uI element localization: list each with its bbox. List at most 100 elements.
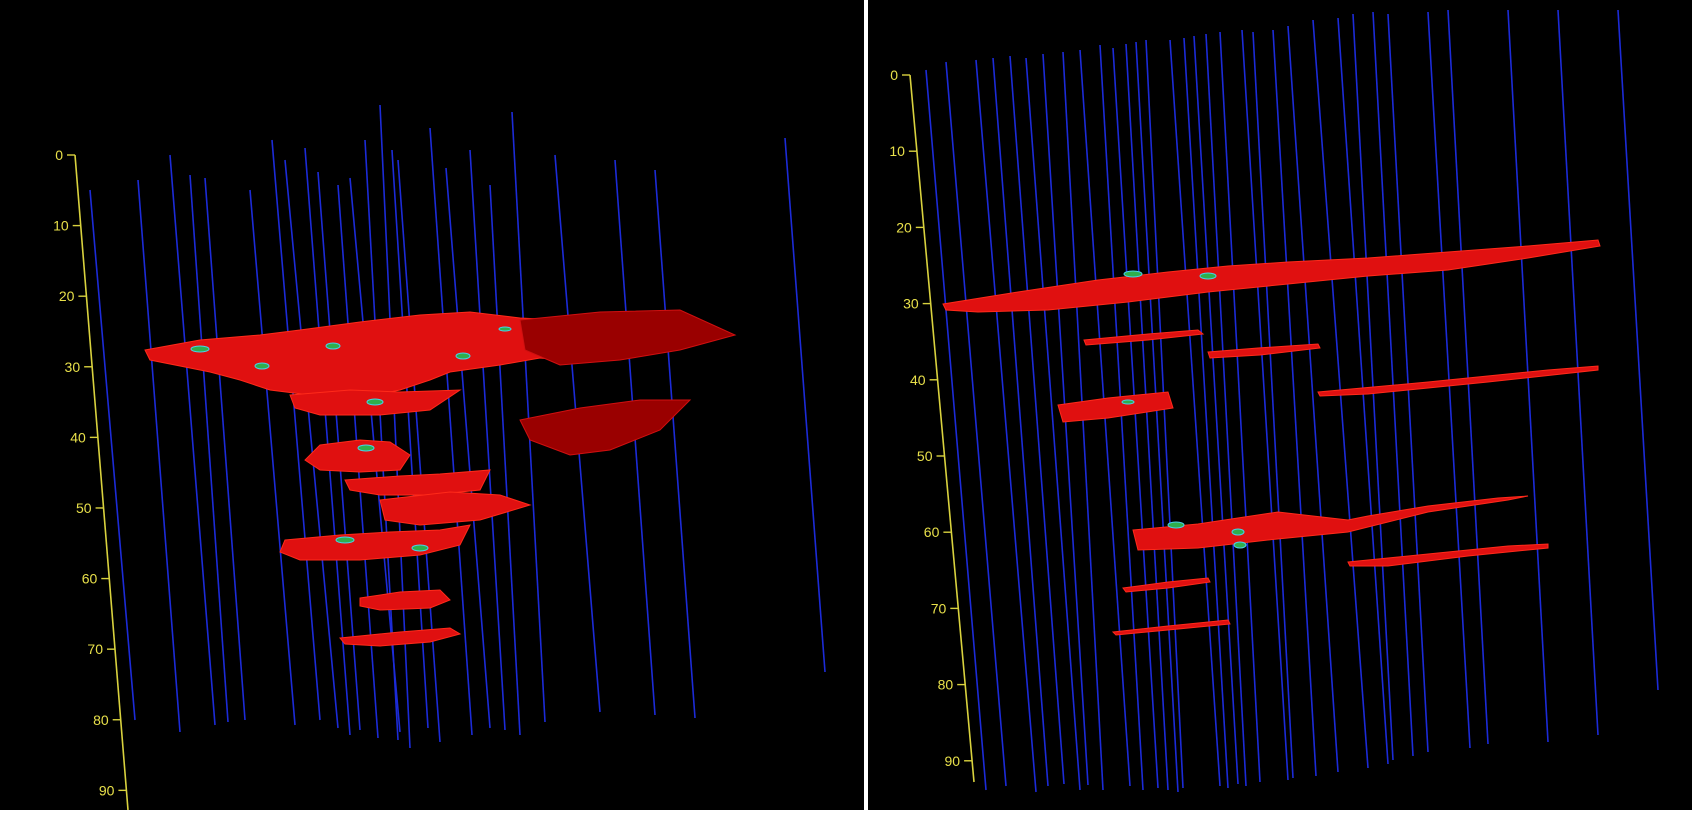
tick-label: 10 [889, 143, 905, 159]
left-scene: 0 10 20 30 40 50 60 70 80 90 [53, 104, 826, 810]
well-line [654, 169, 696, 719]
well-line [1272, 29, 1317, 777]
tick-label: 70 [87, 641, 103, 657]
well-line [1009, 55, 1065, 785]
marker [254, 362, 270, 370]
marker [1121, 399, 1135, 405]
well-line [784, 137, 826, 673]
well-line [284, 159, 339, 729]
geobody [1317, 365, 1599, 397]
well-line [249, 189, 296, 726]
tick-label: 20 [896, 219, 912, 235]
well-line [1135, 41, 1179, 793]
well-line [189, 174, 229, 723]
well-line [1387, 13, 1429, 753]
well-line [445, 167, 491, 729]
tick-label: 90 [945, 753, 961, 769]
well-line [137, 179, 181, 733]
marker [1123, 270, 1143, 278]
marker [366, 398, 384, 406]
well-line [204, 177, 246, 721]
well-line [1169, 39, 1221, 787]
geobody [304, 439, 411, 473]
well-line [469, 149, 506, 731]
left-well-lines [89, 104, 826, 749]
left-geobodies [144, 309, 737, 647]
geobody [942, 239, 1601, 313]
tick-label: 0 [55, 147, 63, 163]
marker [325, 342, 341, 350]
well-line [1193, 35, 1239, 785]
geobody [339, 627, 462, 647]
geobody [359, 589, 451, 611]
marker [1233, 541, 1247, 549]
geobody [1111, 619, 1231, 636]
well-line [1252, 31, 1294, 779]
well-line [1145, 39, 1184, 789]
well-line [169, 154, 216, 726]
geobody [1057, 391, 1174, 423]
tick-label: 30 [903, 296, 919, 312]
well-line [1205, 33, 1247, 787]
tick-label: 0 [890, 67, 898, 83]
tick-label: 60 [82, 571, 98, 587]
marker [1167, 521, 1185, 529]
well-line [1372, 11, 1414, 757]
geobody [1207, 343, 1321, 359]
well-line [1099, 44, 1144, 791]
well-line [1617, 9, 1659, 691]
geobody [279, 524, 471, 561]
depth-axis-line [909, 74, 975, 783]
marker [1199, 272, 1217, 280]
tick-label: 50 [76, 500, 92, 516]
depth-axis-line [74, 154, 129, 810]
well-line [1241, 29, 1289, 781]
tick-label: 20 [59, 288, 75, 304]
tick-label: 90 [99, 782, 115, 798]
right-well-lines [925, 9, 1659, 793]
well-line [1062, 51, 1104, 791]
tick-label: 40 [910, 372, 926, 388]
marker [455, 352, 471, 360]
well-line [975, 59, 1037, 793]
well-line [364, 139, 399, 741]
well-line [1125, 43, 1169, 791]
well-line [1025, 57, 1081, 791]
marker [411, 544, 429, 552]
left-3d-view[interactable]: 0 10 20 30 40 50 60 70 80 90 [0, 0, 864, 810]
right-geobodies [942, 239, 1601, 636]
well-line [1447, 9, 1489, 745]
well-line [1287, 25, 1339, 773]
tick-label: 80 [93, 712, 109, 728]
tick-label: 50 [917, 448, 933, 464]
right-scene: 0 10 20 30 40 50 60 70 80 90 [889, 9, 1659, 793]
well-line [429, 127, 473, 736]
marker [335, 536, 355, 544]
right-depth-axis: 0 10 20 30 40 50 60 70 80 90 [889, 67, 975, 783]
left-depth-axis: 0 10 20 30 40 50 60 70 80 90 [53, 147, 129, 810]
right-3d-view[interactable]: 0 10 20 30 40 50 60 70 80 90 [868, 0, 1692, 810]
well-line [489, 184, 521, 736]
geobody [1122, 577, 1211, 593]
geobody [379, 491, 532, 526]
marker [190, 345, 210, 353]
geobody [1083, 329, 1205, 346]
well-line [945, 61, 1007, 787]
tick-label: 10 [53, 218, 69, 234]
geobody [344, 469, 491, 496]
well-line [271, 139, 321, 721]
well-line [397, 159, 441, 743]
well-line [992, 57, 1049, 787]
tick-label: 30 [65, 359, 81, 375]
well-line [304, 147, 351, 736]
geobody [519, 399, 692, 456]
tick-label: 70 [931, 600, 947, 616]
geobody [1347, 543, 1549, 567]
well-line [1219, 31, 1261, 783]
well-line [1112, 47, 1159, 789]
tick-label: 60 [924, 524, 940, 540]
marker [498, 326, 512, 332]
well-line [511, 111, 546, 723]
marker [357, 444, 375, 452]
tick-label: 40 [70, 429, 86, 445]
